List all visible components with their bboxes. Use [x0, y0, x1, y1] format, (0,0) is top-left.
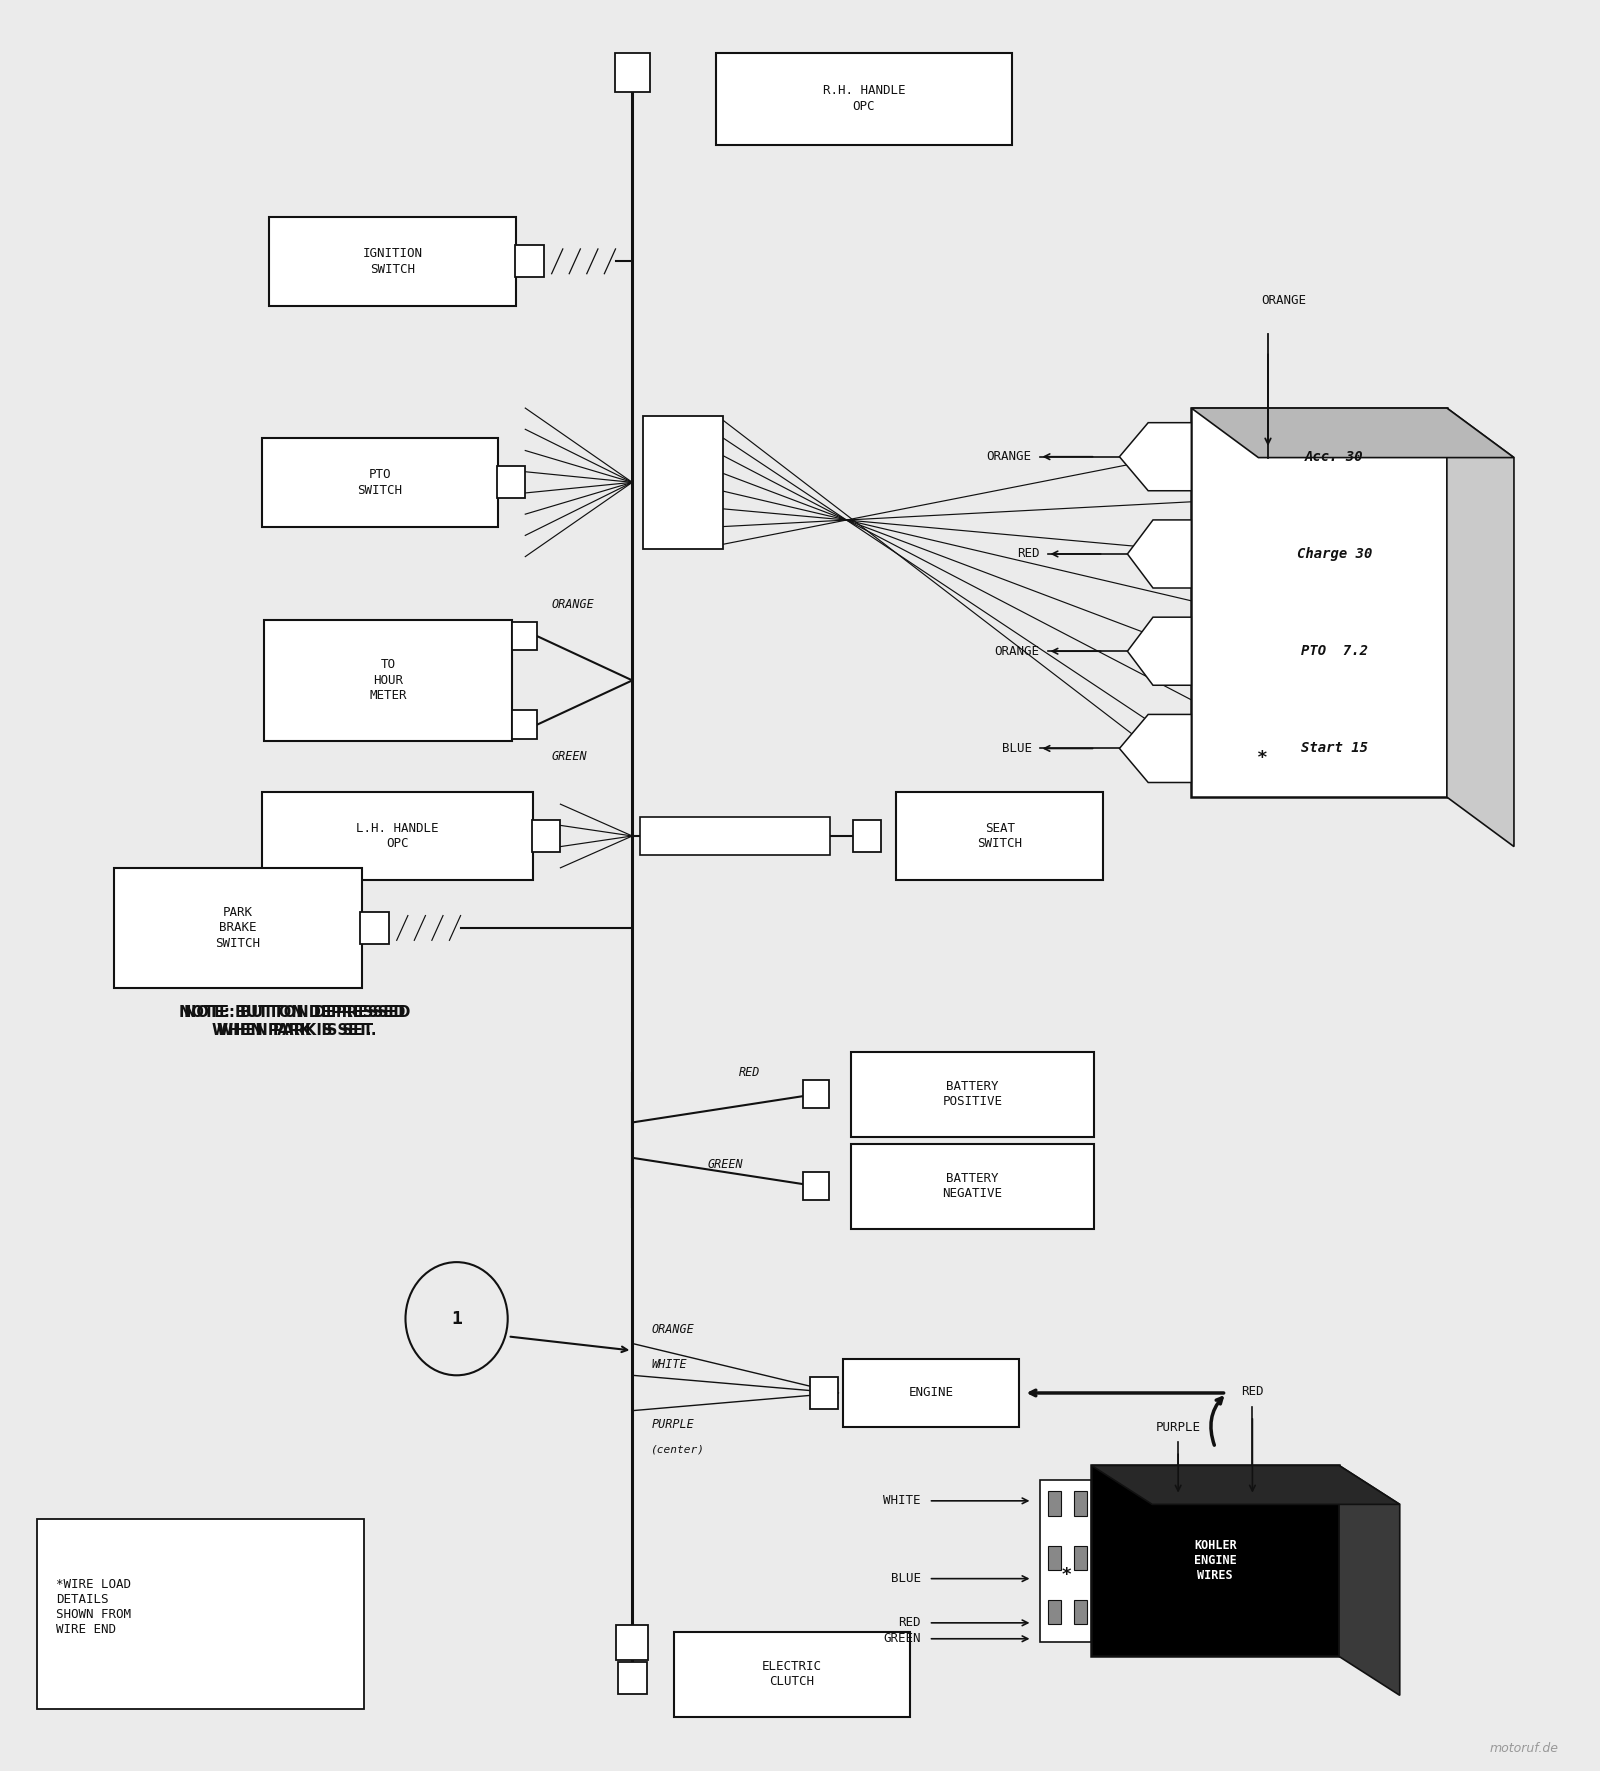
- Bar: [496, 466, 525, 498]
- Text: ENGINE: ENGINE: [909, 1387, 954, 1399]
- Text: RED: RED: [739, 1066, 760, 1080]
- Bar: [643, 416, 723, 549]
- Bar: [360, 912, 389, 944]
- Text: RED: RED: [1018, 547, 1040, 560]
- Bar: [614, 53, 650, 92]
- Text: ORANGE: ORANGE: [651, 1323, 694, 1335]
- Bar: [896, 792, 1104, 880]
- Text: ORANGE: ORANGE: [552, 599, 594, 611]
- Bar: [810, 1378, 838, 1410]
- Text: ORANGE: ORANGE: [995, 645, 1040, 657]
- Text: GREEN: GREEN: [552, 749, 587, 763]
- Bar: [1074, 1491, 1086, 1516]
- Bar: [512, 622, 538, 650]
- Bar: [843, 1360, 1019, 1427]
- Text: IGNITION
SWITCH: IGNITION SWITCH: [363, 248, 422, 276]
- Bar: [1074, 1546, 1086, 1571]
- Text: WHITE: WHITE: [651, 1358, 686, 1371]
- Bar: [853, 820, 882, 852]
- Bar: [1048, 1546, 1061, 1571]
- Bar: [1091, 1465, 1339, 1656]
- Text: GREEN: GREEN: [883, 1633, 920, 1645]
- Text: L.H. HANDLE
OPC: L.H. HANDLE OPC: [357, 822, 438, 850]
- Text: motoruf.de: motoruf.de: [1490, 1743, 1558, 1755]
- Text: 1: 1: [451, 1311, 462, 1328]
- Text: *: *: [1258, 749, 1269, 767]
- Bar: [1074, 1599, 1086, 1624]
- Text: ORANGE: ORANGE: [987, 450, 1032, 464]
- Text: Start 15: Start 15: [1301, 742, 1368, 756]
- Text: SEAT
SWITCH: SEAT SWITCH: [978, 822, 1022, 850]
- Text: RED: RED: [1242, 1385, 1264, 1399]
- Polygon shape: [1339, 1465, 1400, 1695]
- Text: R.H. HANDLE
OPC: R.H. HANDLE OPC: [822, 85, 906, 113]
- Text: NOTE: BUTTON DEPRESSED
WHEN PARK IS SET.: NOTE: BUTTON DEPRESSED WHEN PARK IS SET.: [179, 1006, 405, 1038]
- Bar: [640, 816, 830, 855]
- Bar: [1040, 1481, 1091, 1642]
- Text: ORANGE: ORANGE: [1261, 294, 1307, 308]
- Text: *: *: [1061, 1566, 1070, 1583]
- Text: NOTE: BUTTON DEPRESSED
WHEN PARK IS SET.: NOTE: BUTTON DEPRESSED WHEN PARK IS SET.: [184, 1006, 410, 1038]
- Bar: [803, 1080, 829, 1109]
- Bar: [1048, 1599, 1061, 1624]
- Text: TO
HOUR
METER: TO HOUR METER: [370, 659, 406, 703]
- Bar: [803, 1172, 829, 1201]
- Bar: [1192, 407, 1446, 797]
- Bar: [717, 53, 1011, 145]
- Text: RED: RED: [898, 1617, 920, 1629]
- Text: *WIRE LOAD
DETAILS
SHOWN FROM
WIRE END: *WIRE LOAD DETAILS SHOWN FROM WIRE END: [56, 1578, 131, 1636]
- Bar: [269, 218, 517, 306]
- Bar: [674, 1631, 910, 1716]
- Text: PTO  7.2: PTO 7.2: [1301, 645, 1368, 659]
- Bar: [618, 1661, 646, 1693]
- Text: PTO
SWITCH: PTO SWITCH: [357, 468, 403, 496]
- Polygon shape: [1446, 407, 1514, 847]
- Text: BATTERY
POSITIVE: BATTERY POSITIVE: [942, 1080, 1003, 1109]
- Bar: [262, 792, 533, 880]
- Bar: [515, 246, 544, 278]
- Text: Acc. 30: Acc. 30: [1306, 450, 1363, 464]
- Polygon shape: [1128, 616, 1192, 685]
- Polygon shape: [1120, 423, 1192, 491]
- Bar: [1048, 1491, 1061, 1516]
- Text: Charge 30: Charge 30: [1296, 547, 1373, 561]
- Bar: [851, 1052, 1094, 1137]
- Polygon shape: [1120, 714, 1192, 783]
- Bar: [37, 1518, 363, 1709]
- Bar: [531, 820, 560, 852]
- Text: PURPLE: PURPLE: [651, 1419, 694, 1431]
- Bar: [512, 710, 538, 739]
- Text: KOHLER
ENGINE
WIRES: KOHLER ENGINE WIRES: [1194, 1539, 1237, 1583]
- Text: (center): (center): [651, 1445, 706, 1454]
- Text: BLUE: BLUE: [1002, 742, 1032, 754]
- Bar: [851, 1144, 1094, 1229]
- Text: PARK
BRAKE
SWITCH: PARK BRAKE SWITCH: [216, 907, 261, 949]
- Bar: [262, 437, 498, 526]
- Bar: [616, 1624, 648, 1659]
- Polygon shape: [1128, 521, 1192, 588]
- Text: BLUE: BLUE: [891, 1573, 920, 1585]
- Polygon shape: [1091, 1465, 1400, 1504]
- Polygon shape: [1192, 407, 1514, 457]
- Text: WHITE: WHITE: [883, 1495, 920, 1507]
- Text: PURPLE: PURPLE: [1155, 1420, 1200, 1435]
- Text: ELECTRIC
CLUTCH: ELECTRIC CLUTCH: [762, 1659, 822, 1688]
- Text: GREEN: GREEN: [707, 1158, 742, 1171]
- Bar: [264, 620, 512, 740]
- Text: BATTERY
NEGATIVE: BATTERY NEGATIVE: [942, 1172, 1003, 1201]
- Bar: [114, 868, 362, 988]
